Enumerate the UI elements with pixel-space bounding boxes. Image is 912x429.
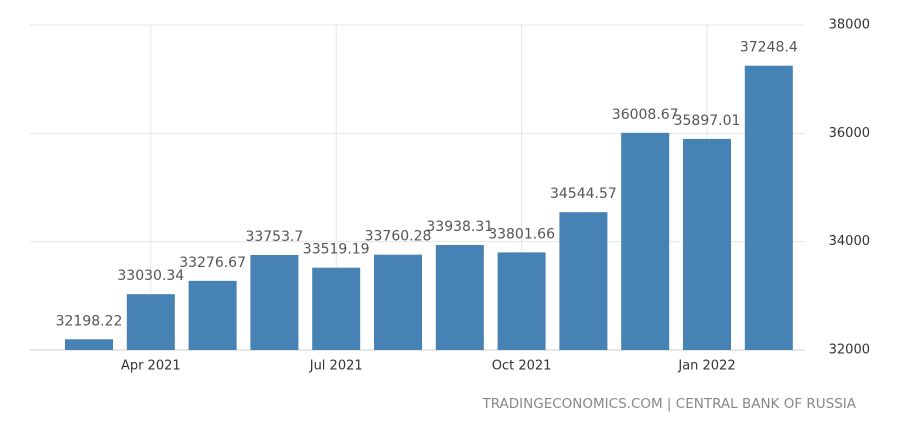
value-label: 36008.67 <box>612 107 679 123</box>
value-label: 33801.66 <box>488 226 555 242</box>
value-label: 33030.34 <box>117 268 184 284</box>
bar <box>621 132 670 350</box>
bar <box>683 138 731 350</box>
value-label: 33519.19 <box>303 242 370 258</box>
y-tick-label: 36000 <box>829 126 870 141</box>
bar <box>744 65 793 350</box>
bar <box>497 252 546 350</box>
value-label: 35897.01 <box>674 113 741 129</box>
value-label: 33760.28 <box>365 229 432 245</box>
bar <box>188 280 237 350</box>
value-label: 34544.57 <box>550 186 617 202</box>
value-label: 37248.4 <box>740 40 798 56</box>
y-tick-label: 32000 <box>829 343 870 358</box>
bar <box>559 212 608 350</box>
value-label: 33276.67 <box>179 255 246 271</box>
bar <box>126 294 175 350</box>
x-tick-label: Apr 2021 <box>121 359 181 374</box>
bar <box>250 255 299 350</box>
y-tick-label: 38000 <box>829 18 870 33</box>
bar <box>374 254 422 350</box>
bar <box>65 339 113 350</box>
value-label: 33753.7 <box>245 229 303 245</box>
y-tick-label: 34000 <box>829 234 870 249</box>
x-tick-label: Oct 2021 <box>492 359 552 374</box>
x-tick-label: Jul 2021 <box>309 359 363 374</box>
bar <box>312 267 361 350</box>
source: TRADINGECONOMICS.COM | CENTRAL BANK OF R… <box>481 396 856 412</box>
value-label: 32198.22 <box>56 313 123 329</box>
x-tick-label: Jan 2022 <box>677 359 735 374</box>
bar <box>435 245 484 350</box>
value-label: 33938.31 <box>426 219 493 235</box>
